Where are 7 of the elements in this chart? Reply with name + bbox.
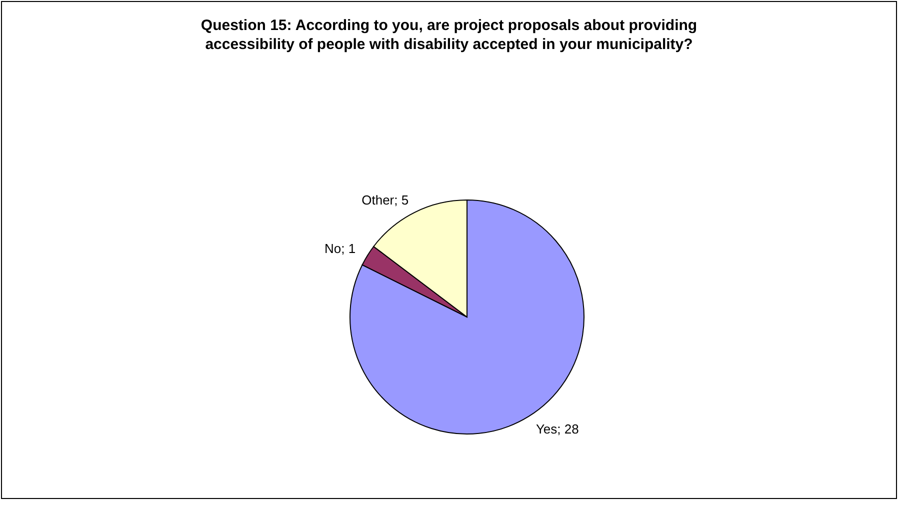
chart-title: Question 15: According to you, are project proposals about providing accessibility of people with disability accepted in your municipality?: [200, 16, 698, 54]
slice-label: Other: [362, 192, 395, 208]
data-label: ; 5: [394, 192, 409, 208]
slice-label: No: [324, 240, 342, 256]
data-label: ; 1: [341, 240, 356, 256]
slice-label: Yes: [536, 420, 558, 436]
data-label: ; 28: [557, 420, 579, 436]
